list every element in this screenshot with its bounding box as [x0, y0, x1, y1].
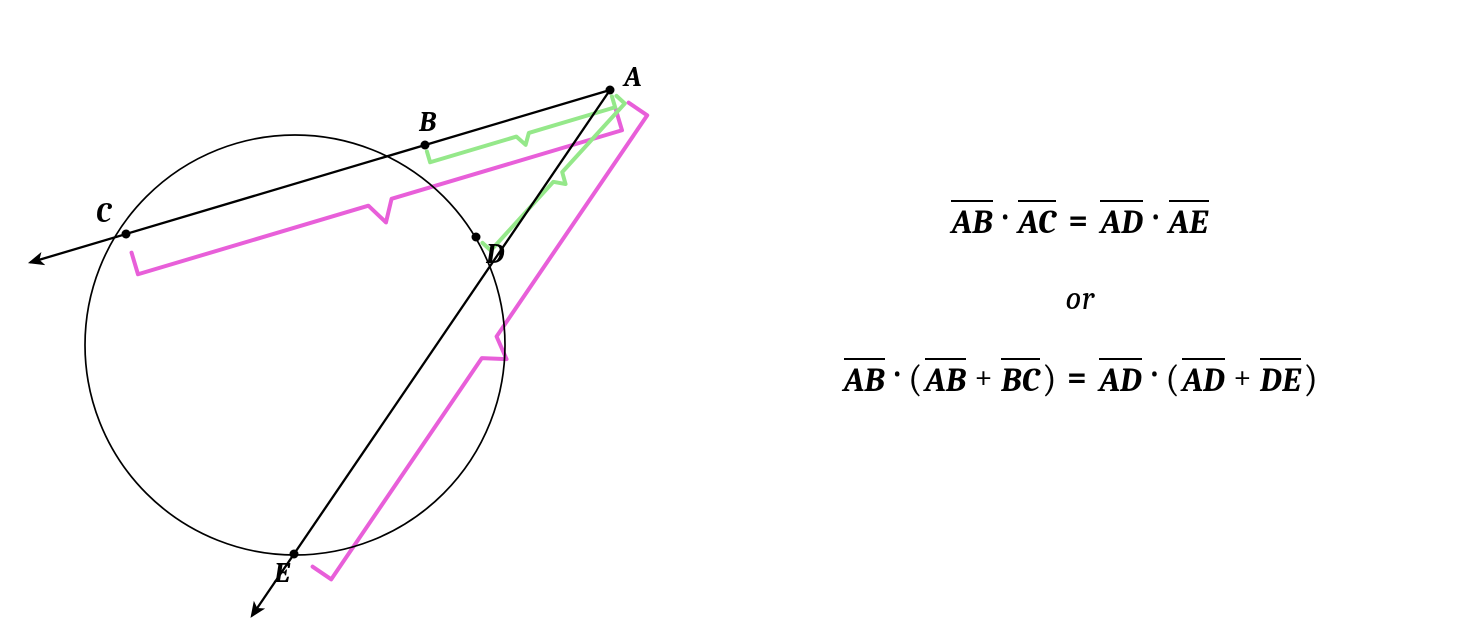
segment-AD: AD: [1182, 358, 1225, 399]
segment-DE: DE: [1260, 358, 1301, 399]
or-text: or: [1065, 281, 1094, 317]
paren-close: ): [1042, 359, 1057, 401]
point-label-E: E: [273, 557, 291, 589]
op-dot: ·: [1152, 356, 1157, 392]
canvas: ABCDE AB·AC=AD·AE or AB·(AB+BC)=AD·(AD+D…: [0, 0, 1468, 636]
point-label-B: B: [418, 106, 437, 138]
paren-close: ): [1303, 359, 1318, 401]
secant-line: [252, 90, 610, 616]
op-equals: =: [1068, 203, 1088, 239]
op-equals: =: [1067, 360, 1087, 396]
segment-BC: BC: [1001, 358, 1040, 399]
paren-open: (: [1165, 359, 1180, 401]
segment-AD: AD: [1099, 358, 1142, 399]
secant-lines: [30, 90, 610, 616]
point-D: [472, 233, 481, 242]
brackets: [132, 96, 648, 579]
point-label-A: A: [622, 61, 641, 93]
point-A: [606, 86, 615, 95]
circle: [85, 135, 505, 555]
connector-or: or: [710, 281, 1450, 317]
formulas-block: AB·AC=AD·AE or AB·(AB+BC)=AD·(AD+DE): [710, 200, 1450, 399]
op-plus: +: [1233, 360, 1252, 396]
point-E: [290, 550, 299, 559]
equation-2: AB·(AB+BC)=AD·(AD+DE): [710, 358, 1450, 400]
segment-AB: AB: [951, 200, 992, 241]
segment-AC: AC: [1018, 200, 1056, 241]
op-dot: ·: [1003, 199, 1008, 235]
op-plus: +: [974, 360, 993, 396]
geometry-diagram: A B C D E: [0, 0, 700, 636]
paren-open: (: [908, 359, 923, 401]
point-label-C: C: [96, 197, 113, 229]
op-dot: ·: [895, 356, 900, 392]
point-C: [122, 230, 131, 239]
op-dot: ·: [1153, 199, 1158, 235]
equation-1: AB · AC = AD · AE: [710, 200, 1450, 241]
segment-AE: AE: [1169, 200, 1209, 241]
segment-AD: AD: [1100, 200, 1143, 241]
point-label-D: D: [485, 238, 505, 270]
brace: [132, 109, 622, 275]
segment-AB: AB: [925, 358, 966, 399]
point-B: [421, 141, 430, 150]
secant-line: [30, 90, 610, 263]
segment-AB: AB: [844, 358, 885, 399]
brace: [427, 96, 615, 162]
point-labels: A B C D E: [96, 61, 641, 589]
